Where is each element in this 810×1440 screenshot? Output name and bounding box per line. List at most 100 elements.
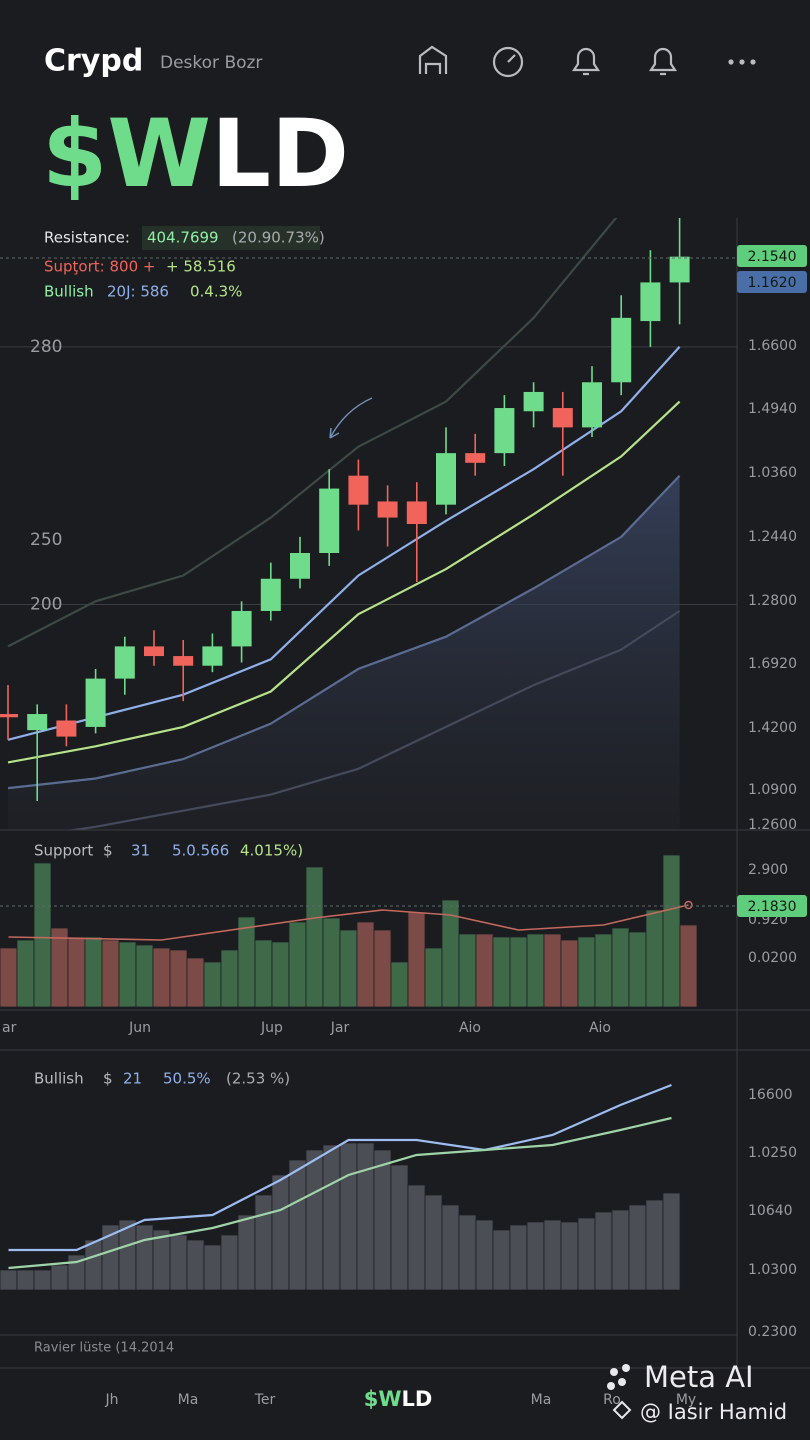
candle-body [290,552,310,579]
bar [611,1209,630,1291]
nav-item[interactable]: Ma [178,1392,199,1408]
bar [458,933,477,1008]
value-box [142,226,320,250]
nav-item[interactable]: Ma [531,1392,552,1408]
panel-currency: $ [103,1070,113,1088]
bar [339,1142,358,1291]
y-tick-label: 280 [30,337,62,357]
bar [577,1217,596,1291]
y-axis-label: 0.2300 [748,1324,797,1340]
bar [203,1244,222,1291]
line [8,1116,672,1270]
bar [560,939,579,1008]
candle-body [494,408,515,454]
bar [237,916,256,1008]
bar [492,1229,511,1291]
bar [0,1269,18,1291]
line-end [684,900,693,910]
bar [237,1214,256,1291]
candle-body [552,408,573,428]
bar [645,909,664,1008]
candle-body [85,678,106,727]
support-label: Supţort: 800 + [44,258,155,276]
bar [220,1234,239,1291]
bar [492,936,511,1008]
resistance-label: Resistance: [44,229,130,247]
price-plot [0,218,737,830]
bar [322,1144,341,1291]
candle-body [27,714,48,731]
home-icon[interactable] [418,45,448,74]
bar [135,944,154,1008]
clock-icon[interactable] [492,46,524,78]
line [7,474,681,790]
bar [152,947,171,1008]
y-axis-label: 1.0360 [748,465,797,481]
support-value: + 58.516 [166,258,236,276]
resistance-value: 404.7699 [147,229,219,247]
x-tick-label: ar [2,1020,17,1036]
bar [288,1159,307,1291]
y-axis-label: 10640 [748,1203,793,1219]
y-axis-label: 1.6600 [748,338,797,354]
candle-body [669,256,690,283]
bar [254,1194,273,1291]
bar [186,957,205,1008]
nav-item[interactable]: My [676,1392,696,1408]
bar [543,933,562,1008]
area [8,475,680,830]
watermark-brand: Meta AI [644,1360,754,1394]
alert-icon[interactable] [648,47,678,76]
y-axis-label: 1.2800 [748,593,797,609]
panel-change: (2.53 %) [226,1070,290,1088]
resistance-change: (20.90.73%) [232,229,325,247]
bullish-label: Bullish [44,283,94,301]
momentum-plot [0,1083,681,1291]
bar [84,1239,103,1291]
panel-ratio: 50.5% [163,1070,211,1088]
bar [611,927,630,1008]
nav-item-active[interactable]: $WLD [364,1387,433,1411]
bar [169,1234,188,1291]
bar [543,1219,562,1291]
price-badge-text: 2.1830 [748,899,797,915]
bar [526,933,545,1008]
ticker: $WLD [42,100,349,209]
candle-body [465,453,486,463]
more-icon[interactable] [728,59,756,65]
line [66,610,681,830]
y-axis-label: 1.4940 [748,401,797,417]
bullish-change: 0.4.3% [190,283,242,301]
bar [33,1269,52,1291]
candle-body [582,382,602,428]
nav-item[interactable]: Jh [104,1392,118,1408]
bar [628,931,647,1008]
bar [390,961,409,1008]
bar [577,936,596,1008]
bar [356,1142,375,1291]
x-tick-label: Jun [128,1020,151,1036]
bar [390,1164,409,1291]
bar [509,1224,528,1291]
nav-item[interactable]: Ter [254,1392,276,1408]
candle-body [406,501,427,524]
price-badge-text: 2.1540 [748,249,797,265]
y-axis-label: 1.6920 [748,656,797,672]
bar [186,1239,205,1291]
bar [679,924,698,1008]
bar [645,1199,664,1291]
bar [16,1269,35,1291]
bar [594,1211,613,1291]
bar [458,1214,477,1291]
candle-body [611,317,632,383]
price-badge [737,895,807,917]
line [8,1083,672,1252]
nav-item[interactable]: Ro [603,1392,621,1408]
bell-icon[interactable] [571,47,601,76]
panel-ratio: 5.0.566 [172,842,229,860]
bullish-value: 20J: 586 [107,283,169,301]
candle-body [56,720,77,737]
bar [254,939,273,1008]
volume-plot [0,854,698,1008]
